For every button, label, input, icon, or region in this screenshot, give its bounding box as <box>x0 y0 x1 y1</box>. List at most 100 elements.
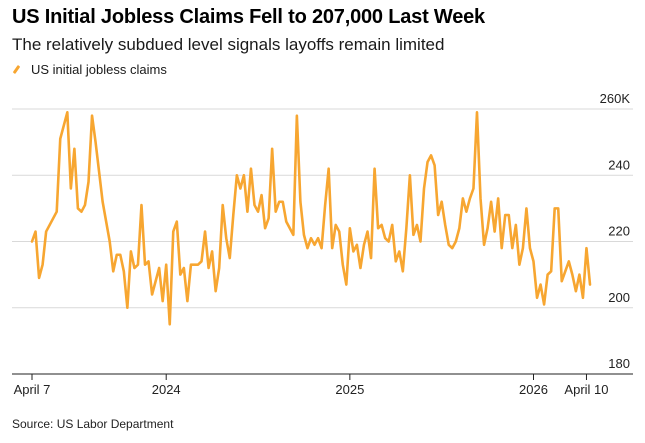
data-point <box>52 217 54 219</box>
data-point <box>561 280 563 282</box>
data-point <box>493 230 495 232</box>
data-point <box>539 283 541 285</box>
data-point <box>331 247 333 249</box>
data-point <box>373 167 375 169</box>
data-point <box>84 204 86 206</box>
data-point <box>550 270 552 272</box>
data-point <box>508 214 510 216</box>
data-point <box>313 244 315 246</box>
data-point <box>522 247 524 249</box>
data-point <box>229 257 231 259</box>
data-point <box>437 214 439 216</box>
data-point <box>73 148 75 150</box>
data-point <box>98 171 100 173</box>
series-line-jobless-claims <box>30 111 592 326</box>
data-point <box>109 240 111 242</box>
data-point <box>356 244 358 246</box>
data-point <box>462 197 464 199</box>
data-point <box>176 220 178 222</box>
data-point <box>317 237 319 239</box>
data-point <box>571 273 573 275</box>
data-point <box>469 197 471 199</box>
x-axis: April 7 2024 2025 2026 April 10 <box>12 373 633 397</box>
data-point <box>48 224 50 226</box>
data-point <box>158 267 160 269</box>
data-point <box>123 270 125 272</box>
data-point <box>352 250 354 252</box>
data-point <box>486 227 488 229</box>
data-point <box>197 263 199 265</box>
data-point <box>34 230 36 232</box>
legend: US initial jobless claims <box>12 62 167 77</box>
legend-label: US initial jobless claims <box>31 62 167 77</box>
data-point <box>419 240 421 242</box>
data-point <box>179 273 181 275</box>
data-point <box>342 263 344 265</box>
data-point <box>80 210 82 212</box>
data-point <box>151 293 153 295</box>
data-point <box>59 138 61 140</box>
data-point <box>398 250 400 252</box>
data-point <box>402 270 404 272</box>
data-point <box>320 247 322 249</box>
source-note: Source: US Labor Department <box>12 417 174 431</box>
data-point <box>359 267 361 269</box>
data-point <box>444 224 446 226</box>
data-point <box>285 220 287 222</box>
y-axis-ticks: 260K 240 220 200 180 <box>600 91 631 371</box>
data-point <box>105 220 107 222</box>
grid-lines <box>12 108 633 309</box>
data-point <box>458 227 460 229</box>
data-point <box>391 224 393 226</box>
data-point <box>133 267 135 269</box>
data-point <box>101 201 103 203</box>
data-point <box>193 263 195 265</box>
data-point <box>250 167 252 169</box>
data-point <box>557 207 559 209</box>
data-point <box>214 290 216 292</box>
data-point <box>472 187 474 189</box>
data-point <box>204 230 206 232</box>
data-point <box>70 187 72 189</box>
data-point <box>479 197 481 199</box>
data-point <box>388 240 390 242</box>
data-point <box>377 227 379 229</box>
data-point <box>426 161 428 163</box>
data-point <box>77 207 79 209</box>
data-point <box>370 257 372 259</box>
data-point <box>278 201 280 203</box>
data-point <box>186 300 188 302</box>
data-point <box>585 247 587 249</box>
data-point <box>327 167 329 169</box>
x-tick-label: April 10 <box>564 382 608 397</box>
data-point <box>296 114 298 116</box>
data-point <box>45 230 47 232</box>
data-point <box>416 224 418 226</box>
data-point <box>546 273 548 275</box>
data-point <box>260 194 262 196</box>
data-point <box>430 154 432 156</box>
data-point <box>501 247 503 249</box>
data-point <box>31 240 33 242</box>
data-point <box>338 230 340 232</box>
data-point <box>423 187 425 189</box>
data-point <box>239 187 241 189</box>
data-point <box>267 217 269 219</box>
data-point <box>409 174 411 176</box>
data-point <box>324 204 326 206</box>
data-point <box>144 263 146 265</box>
data-point <box>183 267 185 269</box>
data-point <box>211 250 213 252</box>
data-point <box>271 148 273 150</box>
data-point <box>126 307 128 309</box>
data-point <box>543 303 545 305</box>
y-tick-label: 200 <box>608 290 630 305</box>
data-point <box>405 227 407 229</box>
data-point <box>518 263 520 265</box>
data-point <box>299 201 301 203</box>
data-point <box>91 114 93 116</box>
data-point <box>236 174 238 176</box>
x-tick-label: 2024 <box>152 382 181 397</box>
y-tick-label: 220 <box>608 224 630 239</box>
